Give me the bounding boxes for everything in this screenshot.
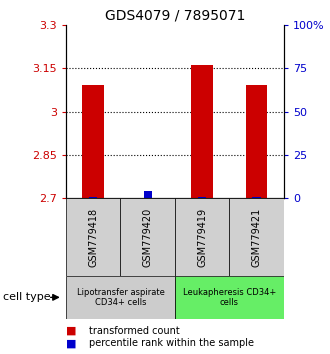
Bar bbox=[82, 85, 104, 198]
Bar bbox=[66, 276, 175, 319]
Text: ■: ■ bbox=[66, 326, 77, 336]
Bar bbox=[89, 196, 97, 198]
Text: Leukapheresis CD34+
cells: Leukapheresis CD34+ cells bbox=[183, 288, 276, 307]
Text: GSM779418: GSM779418 bbox=[88, 207, 98, 267]
Bar bbox=[191, 65, 213, 198]
Text: GSM779420: GSM779420 bbox=[143, 207, 153, 267]
Bar bbox=[198, 196, 206, 198]
Text: transformed count: transformed count bbox=[89, 326, 180, 336]
Text: GSM779419: GSM779419 bbox=[197, 207, 207, 267]
Bar bbox=[229, 198, 284, 276]
Bar bbox=[66, 198, 120, 276]
Bar bbox=[246, 85, 267, 198]
Text: Lipotransfer aspirate
CD34+ cells: Lipotransfer aspirate CD34+ cells bbox=[77, 288, 164, 307]
Bar bbox=[175, 276, 284, 319]
Bar bbox=[175, 198, 229, 276]
Text: percentile rank within the sample: percentile rank within the sample bbox=[89, 338, 254, 348]
Text: GSM779421: GSM779421 bbox=[251, 207, 262, 267]
Text: ■: ■ bbox=[66, 338, 77, 348]
Text: cell type: cell type bbox=[3, 292, 51, 302]
Bar bbox=[144, 191, 152, 198]
Bar bbox=[252, 196, 261, 198]
Title: GDS4079 / 7895071: GDS4079 / 7895071 bbox=[105, 8, 245, 22]
Bar bbox=[120, 198, 175, 276]
